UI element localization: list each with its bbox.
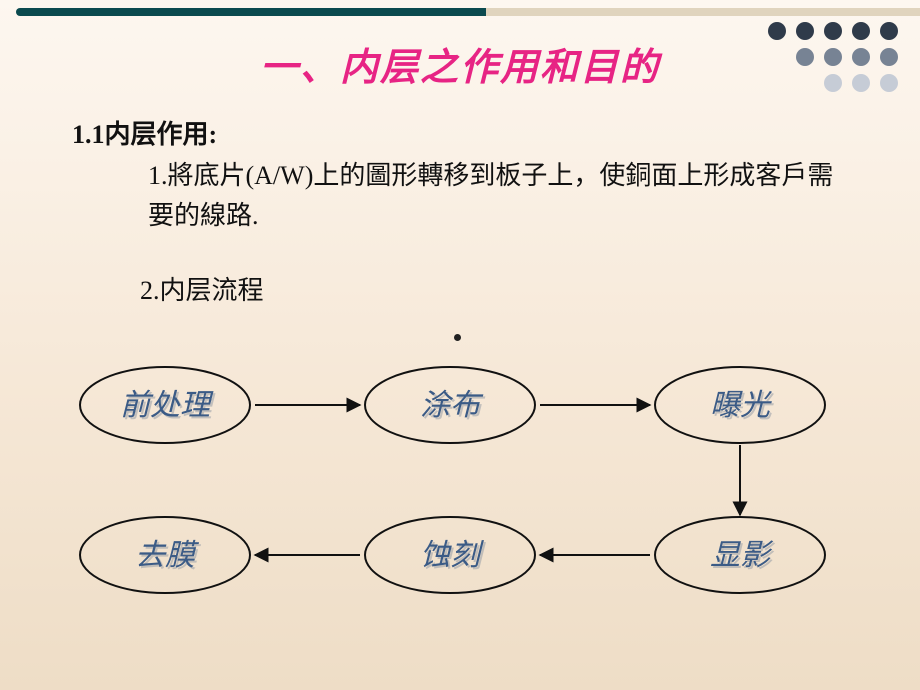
flow-node-label: 涂布 bbox=[420, 389, 484, 422]
flow-node-label: 去膜 bbox=[135, 539, 200, 572]
flow-node-label: 曝光 bbox=[710, 389, 772, 422]
flow-node-n1: 前处理前处理 bbox=[80, 367, 250, 443]
section-1-1-label: 1.1内层作用: bbox=[72, 114, 217, 151]
flow-node-n5: 蚀刻蚀刻 bbox=[365, 517, 535, 593]
flow-node-label: 前处理 bbox=[120, 389, 214, 422]
top-accent-bar bbox=[16, 8, 920, 16]
flow-node-n4: 显影显影 bbox=[655, 517, 825, 593]
flow-node-n3: 曝光曝光 bbox=[655, 367, 825, 443]
flow-node-n2: 涂布涂布 bbox=[365, 367, 535, 443]
flow-node-label: 蚀刻 bbox=[420, 539, 484, 572]
center-bullet-dot bbox=[454, 334, 461, 341]
body-text-1: 1.將底片(A/W)上的圖形轉移到板子上，使銅面上形成客戶需要的線路. bbox=[148, 156, 840, 237]
slide-title: 一、内层之作用和目的 bbox=[0, 36, 920, 91]
section-2-label: 2.内层流程 bbox=[140, 270, 264, 307]
flow-node-label: 显影 bbox=[710, 539, 774, 572]
flow-node-n6: 去膜去膜 bbox=[80, 517, 250, 593]
process-flowchart: 前处理前处理 涂布涂布 曝光曝光显影显影 蚀刻蚀刻 去膜去膜 bbox=[0, 350, 920, 650]
